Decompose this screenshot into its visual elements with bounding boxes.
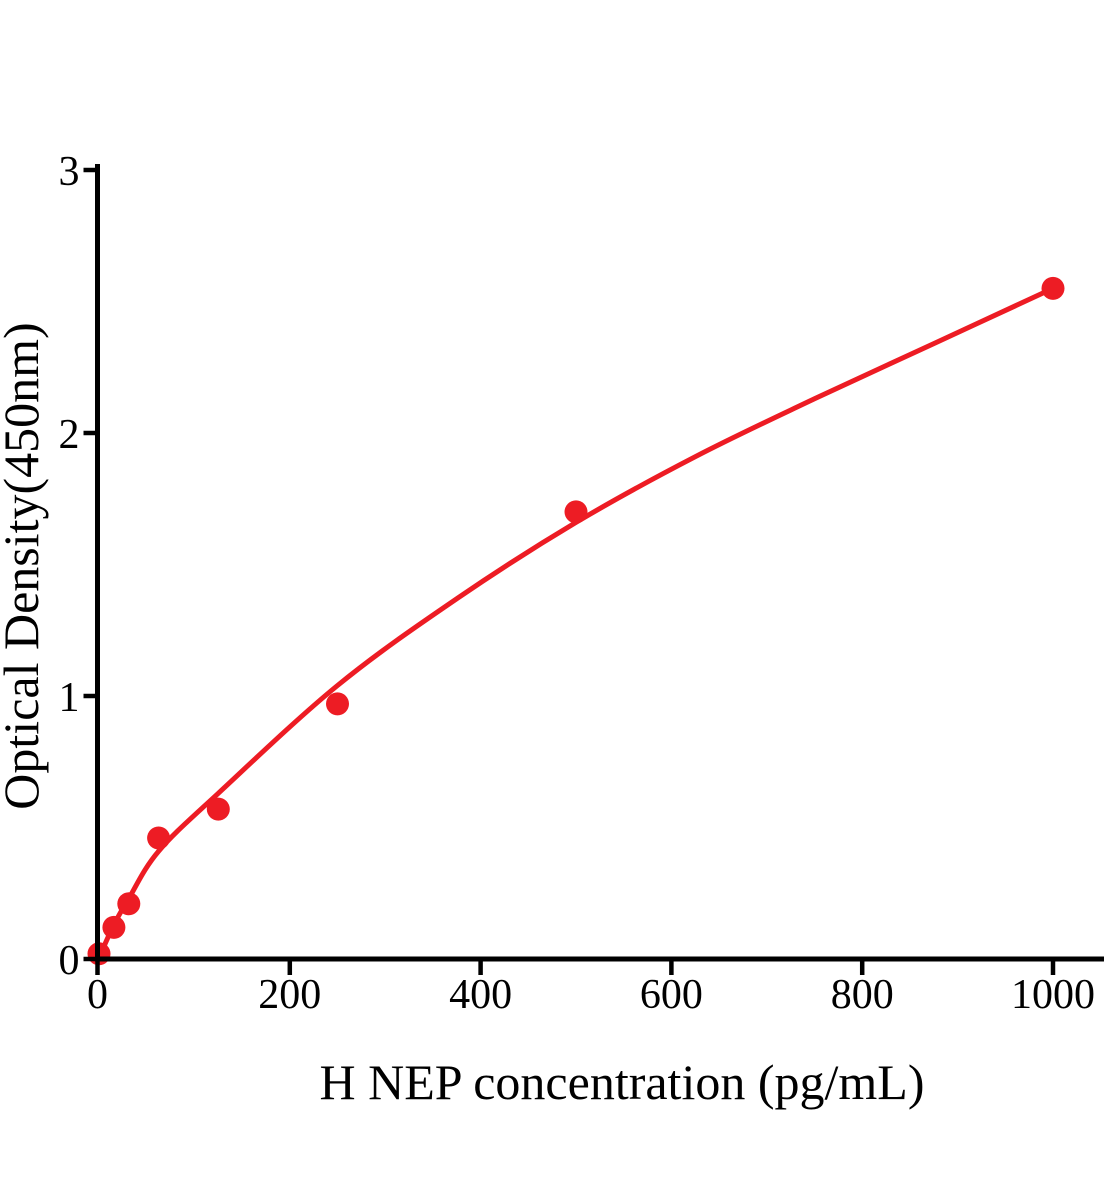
- x-tick-label: 800: [831, 972, 894, 1018]
- data-point: [564, 500, 588, 524]
- y-axis-title: Optical Density(450nm): [0, 322, 49, 809]
- x-axis-title: H NEP concentration (pg/mL): [320, 1054, 925, 1110]
- data-point: [1041, 276, 1065, 300]
- x-tick-label: 0: [87, 972, 108, 1018]
- y-tick-label: 2: [59, 412, 80, 458]
- y-tick-label: 1: [59, 675, 80, 721]
- plot-layer: [87, 276, 1065, 966]
- fit-curve: [96, 285, 1056, 961]
- axis-layer: 0 1 2 3 0 200 400 600 800 1000: [59, 149, 1104, 1018]
- data-point: [117, 892, 141, 916]
- y-tick-label: 3: [59, 149, 80, 195]
- data-point: [326, 692, 349, 716]
- y-tick-label: 0: [59, 938, 80, 984]
- data-point: [102, 915, 126, 939]
- x-tick-label: 1000: [1011, 972, 1095, 1018]
- x-tick-label: 400: [449, 972, 512, 1018]
- x-tick-label: 200: [258, 972, 321, 1018]
- x-tick-label: 600: [640, 972, 703, 1018]
- data-point: [206, 797, 230, 821]
- data-point: [147, 826, 171, 850]
